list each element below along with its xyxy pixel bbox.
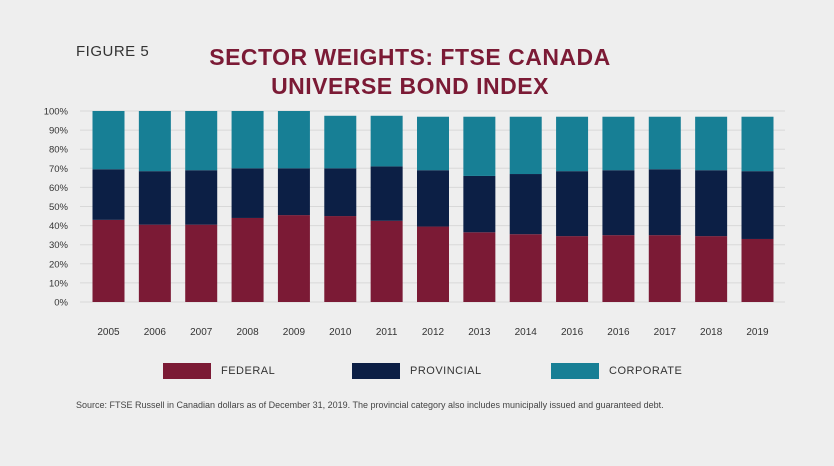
y-tick-label: 60% [49, 183, 69, 194]
legend-swatch-corporate [551, 363, 599, 379]
bar-segment-corporate-2009 [277, 111, 310, 169]
bar-segment-corporate-2016 [556, 116, 589, 172]
bar-segment-corporate-2007 [185, 111, 218, 171]
legend-swatch-federal [163, 363, 211, 379]
x-tick-label: 2017 [654, 327, 677, 338]
chart-title: SECTOR WEIGHTS: FTSE CANADA UNIVERSE BON… [170, 43, 650, 101]
legend-item-federal: FEDERAL [163, 362, 275, 380]
bar-segment-federal-2012 [417, 226, 449, 302]
bar-segment-federal-2007 [185, 224, 218, 302]
bar-segment-corporate-2006 [138, 111, 171, 172]
bar-segment-provincial-2005 [92, 169, 125, 220]
legend-label-corporate: CORPORATE [609, 365, 683, 377]
chart-title-line-1: SECTOR WEIGHTS: FTSE CANADA [209, 44, 611, 70]
x-tick-label: 2012 [422, 327, 445, 338]
legend-swatch-provincial [352, 363, 400, 379]
y-tick-label: 50% [49, 202, 69, 213]
legend-label-federal: FEDERAL [221, 365, 276, 377]
bar-segment-corporate-2010 [324, 115, 357, 169]
x-tick-label: 2010 [329, 327, 352, 338]
x-tick-label: 2009 [283, 327, 306, 338]
bar-segment-provincial-2007 [185, 170, 218, 225]
bar-segment-corporate-2013 [463, 116, 496, 176]
bar-segment-provincial-2006 [138, 171, 171, 225]
y-tick-label: 10% [49, 278, 69, 289]
bar-segment-federal-2005 [92, 219, 125, 302]
y-tick-label: 30% [49, 240, 69, 251]
bar-segment-provincial-2019 [741, 171, 774, 239]
y-tick-label: 90% [49, 126, 69, 137]
bar-segment-federal-2018 [695, 236, 728, 302]
bar-segment-federal-2010 [324, 216, 357, 302]
bar-segment-corporate-2017 [648, 116, 681, 170]
x-tick-label: 2014 [515, 327, 538, 338]
x-tick-label: 2013 [468, 327, 491, 338]
y-tick-label: 100% [44, 107, 69, 118]
bar-segment-provincial-2016 [556, 171, 589, 237]
y-tick-label: 40% [49, 221, 69, 232]
bar-segment-federal-2008 [231, 217, 264, 302]
x-tick-label: 2007 [190, 327, 213, 338]
bar-segment-provincial-2013 [463, 175, 496, 233]
bar-segment-corporate-2005 [92, 111, 125, 170]
bar-segment-corporate-2019 [741, 116, 774, 172]
bar-segment-provincial-2014 [509, 174, 542, 235]
x-tick-label: 2018 [700, 327, 723, 338]
y-axis-tick-labels: 0% 10% 20% 30% 40% 50% 60% 70% 80% 90% 100% [44, 107, 69, 309]
bar-segment-federal-2009 [277, 215, 310, 302]
y-tick-label: 70% [49, 164, 69, 175]
bar-segment-provincial-2016 [602, 170, 635, 236]
bar-segment-federal-2014 [509, 234, 542, 302]
bar-segment-provincial-2009 [277, 168, 310, 216]
source-note: Source: FTSE Russell in Canadian dollars… [76, 400, 664, 410]
bar-segment-federal-2016 [556, 236, 589, 302]
bar-segment-provincial-2018 [695, 170, 728, 237]
x-tick-label: 2019 [746, 327, 769, 338]
bar-segment-provincial-2017 [648, 169, 681, 236]
bar-segment-provincial-2008 [231, 168, 264, 218]
x-tick-label: 2016 [561, 327, 584, 338]
y-tick-label: 20% [49, 259, 69, 270]
legend-item-corporate: CORPORATE [551, 362, 682, 380]
bar-segment-corporate-2016 [602, 116, 635, 171]
x-tick-label: 2011 [376, 327, 398, 338]
bar-segment-provincial-2011 [370, 166, 403, 221]
y-tick-label: 80% [49, 145, 69, 156]
x-axis-tick-labels: 2005 2006 2007 2008 2009 2010 2011 2012 2013 2014… [97, 327, 769, 338]
bar-segment-federal-2016 [602, 235, 635, 302]
x-tick-label: 2006 [144, 327, 167, 338]
x-tick-label: 2016 [607, 327, 630, 338]
chart-title-line-2: UNIVERSE BOND INDEX [271, 73, 549, 99]
x-tick-label: 2005 [97, 327, 120, 338]
bar-segment-corporate-2018 [695, 116, 728, 171]
bar-segment-federal-2019 [741, 238, 774, 302]
legend-label-provincial: PROVINCIAL [410, 365, 482, 377]
bar-segment-federal-2011 [370, 220, 403, 302]
bar-segment-corporate-2014 [509, 116, 542, 175]
x-tick-label: 2008 [236, 327, 259, 338]
bar-segment-federal-2006 [138, 224, 171, 302]
bar-segment-federal-2013 [463, 232, 496, 302]
bar-segment-corporate-2008 [231, 111, 264, 169]
figure-label: FIGURE 5 [76, 43, 150, 60]
bar-segment-federal-2017 [648, 235, 681, 302]
bar-segment-corporate-2012 [417, 116, 449, 171]
bar-segment-corporate-2011 [370, 115, 403, 167]
bars [92, 111, 774, 302]
bar-segment-provincial-2012 [417, 170, 449, 227]
y-tick-label: 0% [54, 298, 68, 309]
legend-item-provincial: PROVINCIAL [352, 362, 482, 380]
bar-segment-provincial-2010 [324, 168, 357, 217]
